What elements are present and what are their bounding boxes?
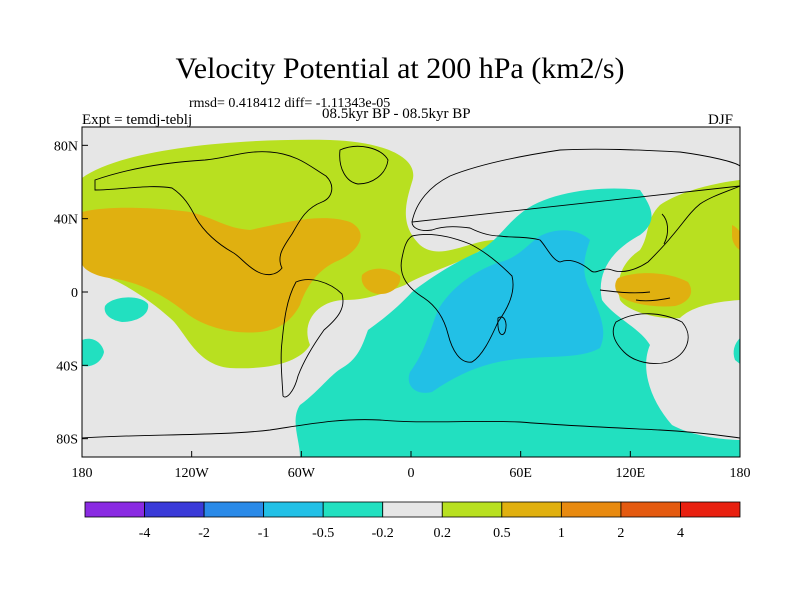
contour-negative-weak-far-east <box>733 338 740 364</box>
colorbar-label: 1 <box>558 526 565 541</box>
lat-tick-label: 0 <box>71 286 78 301</box>
colorbar: -4 -2 -1 -0.5 -0.2 0.2 0.5 1 2 4 <box>84 501 741 541</box>
colorbar-swatch <box>620 501 681 518</box>
colorbar-swatch <box>382 501 443 518</box>
colorbar-swatch <box>84 501 145 518</box>
lon-tick-label: 120E <box>616 466 646 481</box>
lat-tick-label: 80S <box>56 433 78 448</box>
colorbar-swatch <box>144 501 205 518</box>
coastline-indonesia <box>599 289 671 302</box>
coastline-greenland <box>339 146 389 185</box>
lon-tick-label: 180 <box>72 466 93 481</box>
coastline-australia <box>612 313 689 364</box>
colorbar-swatch <box>263 501 324 518</box>
contour-positive-moderate-maritime <box>615 273 692 307</box>
period-label: 08.5kyr BP - 08.5kyr BP <box>322 106 471 122</box>
plot-title: Velocity Potential at 200 hPa (km2/s) <box>175 52 625 85</box>
colorbar-label: 2 <box>617 526 624 541</box>
colorbar-label: -4 <box>139 526 151 541</box>
colorbar-label: 0.5 <box>493 526 511 541</box>
colorbar-swatch <box>501 501 562 518</box>
colorbar-swatch <box>203 501 265 518</box>
coastline-south-america <box>280 279 344 398</box>
colorbar-label: -1 <box>258 526 270 541</box>
experiment-label: Expt = temdj-teblj <box>82 112 193 128</box>
colorbar-label: 4 <box>677 526 684 541</box>
colorbar-label: 0.2 <box>434 526 452 541</box>
coastlines <box>82 146 740 439</box>
colorbar-swatch <box>322 501 384 518</box>
coastline-eurasia <box>411 148 740 273</box>
colorbar-swatch <box>680 501 741 518</box>
lat-tick-label: 80N <box>54 139 78 154</box>
coastline-japan <box>661 213 669 245</box>
contour-negative-moderate-indian-ocean <box>408 230 604 393</box>
lon-tick-label: 60W <box>288 466 316 481</box>
coastline-madagascar <box>497 316 507 336</box>
colorbar-label: -0.2 <box>372 526 394 541</box>
coastline-africa <box>400 233 514 363</box>
contour-negative-weak-far-west <box>82 338 104 367</box>
rmsd-diff-stats: rmsd= 0.418412 diff= -1.11343e-05 <box>189 96 391 111</box>
contour-negative-weak-pacific-west <box>104 297 149 322</box>
longitude-axis: 180 120W 60W 0 60E 120E 180 <box>72 451 751 481</box>
latitude-axis: 80N 40N 0 40S 80S <box>54 139 88 448</box>
lon-tick-label: 60E <box>509 466 532 481</box>
lon-tick-label: 180 <box>730 466 751 481</box>
season-label: DJF <box>708 112 734 128</box>
lon-tick-label: 0 <box>408 466 415 481</box>
lat-tick-label: 40S <box>56 359 78 374</box>
coastline-antarctica <box>82 419 740 439</box>
colorbar-label: -2 <box>198 526 210 541</box>
coastline-north-america <box>94 151 333 276</box>
contour-positive-moderate-americas <box>82 207 361 333</box>
lat-tick-label: 40N <box>54 213 78 228</box>
contour-positive-moderate-edge <box>732 225 740 250</box>
contour-field <box>82 127 740 457</box>
colorbar-swatch <box>441 501 503 518</box>
contour-positive-moderate-atlantic <box>361 268 401 295</box>
colorbar-swatch <box>560 501 622 518</box>
lon-tick-label: 120W <box>175 466 210 481</box>
colorbar-label: -0.5 <box>312 526 334 541</box>
